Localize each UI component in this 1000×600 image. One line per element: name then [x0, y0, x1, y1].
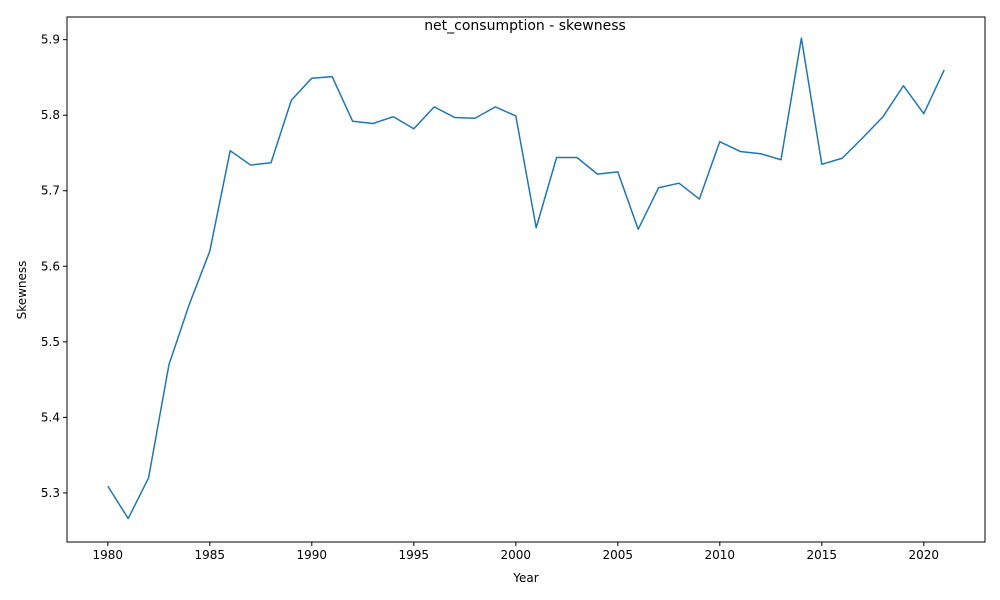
x-tick-label: 2010 — [705, 548, 736, 562]
plot-frame — [66, 16, 986, 543]
x-tick-label: 1985 — [195, 548, 226, 562]
x-axis: 1980 1985 1990 1995 2000 2005 2010 2015 2020 — [93, 542, 940, 562]
y-tick-label: 5.5 — [41, 335, 60, 349]
x-tick-label: 2005 — [603, 548, 634, 562]
x-axis-label: Year — [512, 571, 538, 585]
y-tick-label: 5.3 — [41, 486, 60, 500]
y-tick-label: 5.4 — [41, 410, 60, 424]
x-tick-label: 2000 — [501, 548, 532, 562]
x-tick-label: 1990 — [297, 548, 328, 562]
plot-area — [107, 37, 945, 520]
x-tick-label: 1995 — [399, 548, 430, 562]
y-axis: 5.3 5.4 5.5 5.6 5.7 5.8 5.9 — [41, 33, 67, 500]
y-tick-label: 5.8 — [41, 108, 60, 122]
y-tick-label: 5.9 — [41, 33, 60, 47]
y-tick-label: 5.7 — [41, 184, 60, 198]
chart-title: net_consumption - skewness — [424, 18, 626, 34]
x-tick-label: 1980 — [93, 548, 124, 562]
y-tick-label: 5.6 — [41, 259, 60, 273]
x-tick-label: 2015 — [807, 548, 838, 562]
series-line-0 — [107, 37, 945, 520]
y-axis-label: Skewness — [15, 261, 29, 320]
x-tick-label: 2020 — [909, 548, 940, 562]
